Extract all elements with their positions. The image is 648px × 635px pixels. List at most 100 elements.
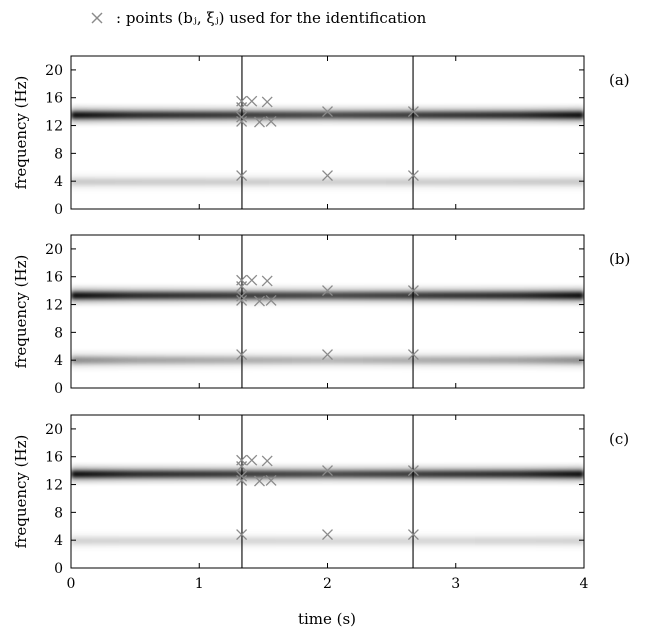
y-axis-label: frequency (Hz) xyxy=(12,255,30,369)
point-stroke xyxy=(407,285,419,297)
point-stroke xyxy=(236,529,248,541)
legend-marker-icon xyxy=(91,12,103,24)
point-stroke xyxy=(254,475,265,487)
y-tick-label: 12 xyxy=(45,298,63,314)
identification-point xyxy=(236,294,248,306)
identification-point xyxy=(236,290,248,302)
y-tick-label: 12 xyxy=(45,119,63,135)
point-stroke xyxy=(236,470,248,482)
identification-point xyxy=(261,275,273,287)
identification-point xyxy=(265,115,277,127)
identification-point xyxy=(265,474,277,486)
identification-point xyxy=(322,285,333,297)
identification-point xyxy=(246,274,258,286)
identification-point xyxy=(236,470,248,482)
y-tick-label: 8 xyxy=(54,146,63,162)
y-tick-label: 4 xyxy=(54,533,63,549)
point-stroke xyxy=(246,454,258,466)
x-axis-label: time (s) xyxy=(298,610,356,628)
y-tick-label: 4 xyxy=(54,353,63,369)
x-tick-label: 0 xyxy=(67,576,76,592)
identification-point xyxy=(236,115,248,127)
y-tick-label: 8 xyxy=(54,325,63,341)
ridge-band xyxy=(71,178,584,186)
identification-point xyxy=(407,106,419,118)
point-stroke xyxy=(236,281,248,292)
identification-point xyxy=(407,285,419,297)
point-stroke xyxy=(261,96,273,108)
ridge-band xyxy=(71,356,584,364)
identification-point xyxy=(254,295,265,307)
point-stroke xyxy=(265,115,277,127)
identification-point xyxy=(407,529,419,541)
plot-area xyxy=(71,415,584,568)
identification-point xyxy=(322,529,333,541)
point-stroke xyxy=(254,295,265,307)
point-stroke xyxy=(265,474,277,486)
identification-point xyxy=(407,170,419,182)
y-tick-label: 16 xyxy=(45,450,63,466)
identification-point xyxy=(265,294,277,306)
legend-text: : points (bⱼ, ξⱼ) used for the identific… xyxy=(116,9,427,27)
y-tick-label: 16 xyxy=(45,270,63,286)
point-stroke xyxy=(322,349,333,361)
point-stroke xyxy=(236,111,248,123)
ridge-band xyxy=(71,537,584,545)
y-tick-label: 12 xyxy=(45,478,63,494)
identification-point xyxy=(236,170,248,182)
identification-point xyxy=(322,170,333,182)
identification-point xyxy=(322,465,333,477)
point-stroke xyxy=(407,106,419,118)
y-axis-label: frequency (Hz) xyxy=(12,435,30,549)
identification-point xyxy=(322,349,333,361)
identification-point xyxy=(236,529,248,541)
identification-point xyxy=(236,111,248,123)
point-stroke xyxy=(236,294,248,306)
point-stroke xyxy=(407,529,419,541)
point-stroke xyxy=(236,349,248,361)
ridge-band xyxy=(71,470,584,478)
point-stroke xyxy=(254,116,265,128)
point-stroke xyxy=(407,465,419,477)
legend: : points (bⱼ, ξⱼ) used for the identific… xyxy=(91,9,427,27)
y-tick-label: 16 xyxy=(45,91,63,107)
identification-point xyxy=(246,454,258,466)
point-stroke xyxy=(322,465,333,477)
identification-point xyxy=(254,116,265,128)
point-stroke xyxy=(236,290,248,302)
panel-label: (c) xyxy=(609,430,629,448)
x-tick-label: 3 xyxy=(451,576,460,592)
y-tick-label: 8 xyxy=(54,505,63,521)
point-stroke xyxy=(236,461,248,472)
point-stroke xyxy=(236,474,248,486)
point-stroke xyxy=(407,170,419,182)
panel-label: (a) xyxy=(609,71,630,89)
point-stroke xyxy=(246,95,258,107)
y-tick-label: 20 xyxy=(45,63,63,79)
point-stroke xyxy=(246,274,258,286)
identification-point xyxy=(261,96,273,108)
panel-2: 0 4 8 12 16 20 frequency (Hz) (b) xyxy=(12,234,630,397)
identification-point xyxy=(254,475,265,487)
point-stroke xyxy=(322,529,333,541)
point-stroke xyxy=(236,102,248,113)
y-tick-label: 4 xyxy=(54,174,63,190)
identification-point xyxy=(236,102,248,113)
identification-point xyxy=(246,95,258,107)
identification-point xyxy=(407,465,419,477)
identification-point xyxy=(236,461,248,472)
point-stroke xyxy=(261,455,273,467)
plot-area xyxy=(71,56,584,209)
point-stroke xyxy=(236,115,248,127)
ridge-band xyxy=(71,292,584,300)
identification-point xyxy=(236,349,248,361)
identification-point xyxy=(407,349,419,361)
point-stroke xyxy=(322,170,333,182)
y-tick-label: 0 xyxy=(54,381,63,397)
point-stroke xyxy=(322,106,333,118)
point-stroke xyxy=(322,285,333,297)
y-tick-label: 20 xyxy=(45,422,63,438)
panel-1: 0 4 8 12 16 20 frequency (Hz) (a) xyxy=(12,55,630,218)
